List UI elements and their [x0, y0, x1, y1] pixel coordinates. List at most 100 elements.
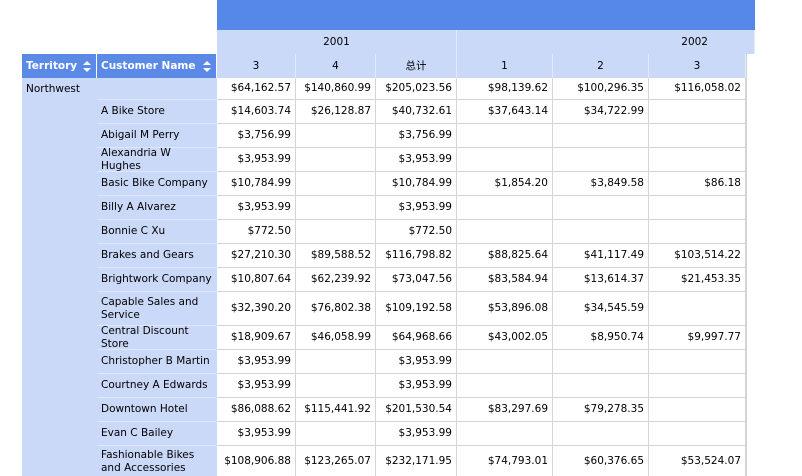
- value-cell: $32,390.20: [217, 292, 296, 326]
- value-cell: $83,584.94: [457, 268, 553, 292]
- value-cell: $3,756.99: [376, 124, 457, 148]
- value-cell: [553, 124, 649, 148]
- value-cell: $10,784.99: [217, 172, 296, 196]
- customer-label: Basic Bike Company: [97, 172, 217, 196]
- value-cell: [457, 196, 553, 220]
- value-cell: $60,376.65: [553, 446, 649, 476]
- value-cell: [296, 220, 376, 244]
- value-cell: $34,545.59: [553, 292, 649, 326]
- value-cell: $116,798.82: [376, 244, 457, 268]
- quarter-header: 总计: [376, 54, 457, 78]
- value-cell: [296, 172, 376, 196]
- customer-label: Abigail M Perry: [97, 124, 217, 148]
- value-cell: $98,139.62: [457, 78, 553, 100]
- value-cell: $46,058.99: [296, 326, 376, 350]
- value-cell: [649, 220, 746, 244]
- value-cell: $26,128.87: [296, 100, 376, 124]
- customer-label: Alexandria W Hughes: [97, 148, 217, 172]
- value-cell: [649, 124, 746, 148]
- customer-label: Courtney A Edwards: [97, 374, 217, 398]
- quarter-header: 1: [457, 54, 553, 78]
- value-cell: [553, 196, 649, 220]
- value-cell: [553, 350, 649, 374]
- value-cell: [296, 148, 376, 172]
- customer-label: Downtown Hotel: [97, 398, 217, 422]
- value-cell: $79,278.35: [553, 398, 649, 422]
- cut-column: [746, 30, 755, 476]
- value-cell: [457, 374, 553, 398]
- value-cell: $103,514.22: [649, 244, 746, 268]
- customer-label: Brightwork Company: [97, 268, 217, 292]
- value-cell: [296, 374, 376, 398]
- value-cell: $123,265.07: [296, 446, 376, 476]
- value-cell: $53,524.07: [649, 446, 746, 476]
- value-cell: $100,296.35: [553, 78, 649, 100]
- value-cell: $772.50: [217, 220, 296, 244]
- value-cell: $772.50: [376, 220, 457, 244]
- value-cell: $86,088.62: [217, 398, 296, 422]
- value-cell: $116,058.02: [649, 78, 746, 100]
- quarter-header: 4: [296, 54, 376, 78]
- year-header: 2001: [217, 30, 457, 54]
- value-cell: $21,453.35: [649, 268, 746, 292]
- customer-label: Christopher B Martin: [97, 350, 217, 374]
- top-bar: [217, 0, 755, 30]
- value-cell: $3,953.99: [217, 374, 296, 398]
- value-cell: $89,588.52: [296, 244, 376, 268]
- value-cell: $3,953.99: [376, 196, 457, 220]
- value-cell: $64,162.57: [217, 78, 296, 100]
- value-cell: $109,192.58: [376, 292, 457, 326]
- customer-label: Billy A Alvarez: [97, 196, 217, 220]
- value-cell: $3,953.99: [217, 350, 296, 374]
- customer-label: Fashionable Bikes and Accessories: [97, 446, 217, 476]
- value-cell: $76,802.38: [296, 292, 376, 326]
- territory-label: Northwest: [26, 82, 81, 95]
- value-cell: $18,909.67: [217, 326, 296, 350]
- value-cell: [649, 398, 746, 422]
- value-cell: $62,239.92: [296, 268, 376, 292]
- value-cell: $74,793.01: [457, 446, 553, 476]
- value-cell: $205,023.56: [376, 78, 457, 100]
- value-cell: $40,732.61: [376, 100, 457, 124]
- value-cell: $3,953.99: [217, 196, 296, 220]
- value-cell: [457, 124, 553, 148]
- value-cell: [649, 148, 746, 172]
- customer-label: Brakes and Gears: [97, 244, 217, 268]
- value-cell: [649, 374, 746, 398]
- value-cell: $10,784.99: [376, 172, 457, 196]
- value-cell: $8,950.74: [553, 326, 649, 350]
- value-cell: $1,854.20: [457, 172, 553, 196]
- value-cell: [649, 196, 746, 220]
- customer-label: Bonnie C Xu: [97, 220, 217, 244]
- sort-icon[interactable]: [203, 61, 211, 72]
- value-cell: [296, 422, 376, 446]
- value-cell: [296, 350, 376, 374]
- value-cell: $88,825.64: [457, 244, 553, 268]
- value-cell: [649, 100, 746, 124]
- value-cell: [457, 422, 553, 446]
- value-cell: $13,614.37: [553, 268, 649, 292]
- value-cell: [649, 422, 746, 446]
- value-cell: [296, 124, 376, 148]
- value-cell: [649, 350, 746, 374]
- value-cell: $108,906.88: [217, 446, 296, 476]
- value-cell: [553, 422, 649, 446]
- value-cell: $115,441.92: [296, 398, 376, 422]
- value-cell: $14,603.74: [217, 100, 296, 124]
- column-header[interactable]: Customer Name: [97, 54, 217, 78]
- value-cell: $3,953.99: [217, 148, 296, 172]
- quarter-header: 3: [217, 54, 296, 78]
- value-cell: [553, 220, 649, 244]
- year-header: 2002: [457, 30, 755, 54]
- value-cell: $37,643.14: [457, 100, 553, 124]
- value-cell: [457, 148, 553, 172]
- quarter-header: 2: [553, 54, 649, 78]
- customer-blank: [97, 78, 217, 100]
- value-cell: $83,297.69: [457, 398, 553, 422]
- sort-icon[interactable]: [83, 61, 91, 72]
- quarter-header: 3: [649, 54, 746, 78]
- value-cell: $10,807.64: [217, 268, 296, 292]
- column-header[interactable]: Territory: [22, 54, 97, 78]
- value-cell: $3,953.99: [217, 422, 296, 446]
